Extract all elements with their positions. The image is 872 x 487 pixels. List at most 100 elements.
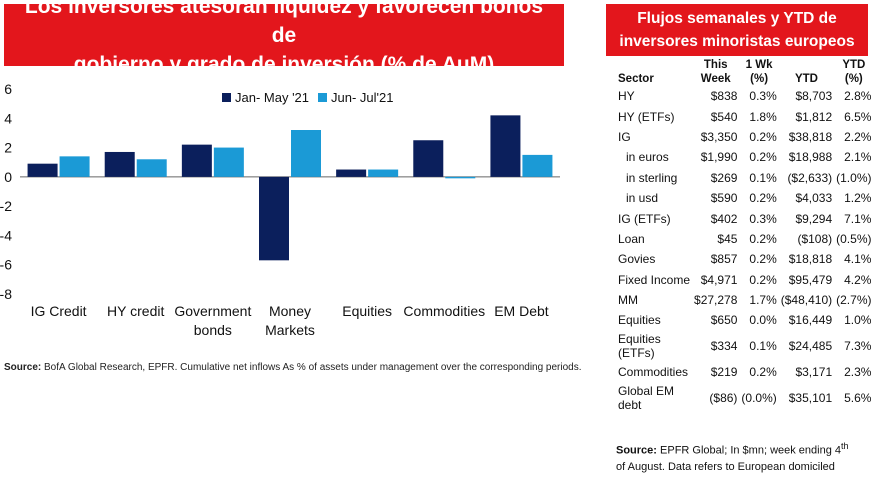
- cell-1wk-pct: 0.1%: [749, 170, 777, 185]
- table-source-label: Source:: [616, 444, 657, 457]
- chart-source-label: Source:: [4, 362, 42, 373]
- cell-this-week: $219: [710, 364, 738, 379]
- chart-source-note: Source: BofA Global Research, EPFR. Cumu…: [4, 362, 582, 373]
- x-category-label: Markets: [265, 322, 315, 338]
- cell-sector-line: Govies: [618, 252, 656, 267]
- cell-ytd-pct: 6.5%: [844, 109, 872, 124]
- legend-label-jan-may: Jan- May '21: [235, 90, 309, 105]
- cell-sector: in euros: [614, 147, 692, 167]
- cell-this-week: $540: [710, 109, 738, 124]
- cell-ytd-pct: 7.1%: [844, 211, 872, 226]
- y-tick-label: 2: [4, 140, 12, 156]
- cell-this-week: $27,278: [694, 293, 738, 308]
- table-row: IG (ETFs) $402 0.3% $9,294 7.1%: [614, 208, 872, 228]
- x-category-label: Commodities: [403, 303, 485, 319]
- cell-ytd-pct: (1.0%): [836, 170, 872, 185]
- cell-ytd-pct: (2.7%): [836, 293, 872, 308]
- table-title-banner: Flujos semanales y YTD de inversores min…: [606, 4, 868, 56]
- table-row: MM $27,278 1.7% ($48,410) (2.7%): [614, 290, 872, 310]
- y-tick-label: -6: [0, 257, 12, 273]
- y-tick-label: -4: [0, 227, 12, 243]
- cell-1wk-pct: 0.2%: [749, 231, 777, 246]
- cell-1wk-pct: 0.2%: [749, 272, 777, 287]
- y-tick-label: -8: [0, 286, 12, 302]
- cell-1wk-pct: 0.2%: [749, 364, 777, 379]
- cell-ytd-pct: 1.2%: [844, 191, 872, 206]
- cell-ytd-pct: 4.1%: [844, 252, 872, 267]
- cell-sector: IG: [614, 127, 692, 147]
- cell-ytd-pct: 7.3%: [844, 339, 872, 354]
- cell-this-week: $857: [710, 252, 738, 267]
- cell-ytd: ($2,633): [787, 170, 833, 185]
- cell-ytd: $95,479: [788, 272, 833, 287]
- x-category-label: bonds: [194, 322, 232, 338]
- cell-ytd: $1,812: [795, 109, 833, 124]
- x-category-label: HY credit: [107, 303, 164, 319]
- cell-sector-line: Fixed Income: [618, 272, 691, 287]
- bar-jan-may: [336, 169, 367, 177]
- x-category-label: Government: [174, 303, 251, 319]
- cell-sector: Loan: [614, 229, 692, 249]
- cell-this-week: $402: [710, 211, 738, 226]
- cell-sector-line: Equities: [618, 313, 661, 328]
- bar-jun-jul: [59, 156, 90, 177]
- cell-ytd-pct: 4.2%: [844, 272, 872, 287]
- cell-sector-line: Global EM: [618, 383, 675, 398]
- cell-1wk-pct: (0.0%): [741, 390, 777, 405]
- bar-jun-jul: [291, 130, 321, 177]
- cell-ytd: ($108): [797, 231, 833, 246]
- cell-sector: HY: [614, 86, 692, 106]
- table-row: Equities $650 0.0% $16,449 1.0%: [614, 310, 872, 330]
- cell-ytd: $35,101: [788, 390, 833, 405]
- bar-chart: 6 4 2 0 -2 -4 -6 -8 IG Credit HY credit Government…: [0, 81, 560, 338]
- cell-ytd-pct: 1.0%: [844, 313, 872, 328]
- cell-sector-line: IG: [618, 129, 631, 144]
- cell-sector-line: Equities: [618, 332, 661, 347]
- chart-title-line1: Los inversores atesoran liquidez y favor…: [24, 0, 544, 47]
- table-title-line1: Flujos semanales y YTD de: [637, 10, 837, 27]
- table-source-sup: th: [841, 441, 849, 451]
- cell-this-week: $650: [710, 313, 738, 328]
- cell-ytd: $18,818: [788, 252, 833, 267]
- table-header-row: Sector This Week 1 Wk (%) YTD YTD (%): [614, 58, 872, 86]
- cell-this-week: $838: [710, 89, 738, 104]
- table-row: Global EM debt ($86) (0.0%) $35,101 5.6%: [614, 382, 872, 413]
- cell-1wk-pct: 0.2%: [749, 150, 777, 165]
- y-tick-label: 6: [4, 81, 12, 97]
- cell-ytd: $9,294: [795, 211, 833, 226]
- legend-swatch-jan-may: [222, 93, 231, 102]
- x-category-label: Equities: [342, 303, 392, 319]
- header-sector: Sector: [618, 73, 654, 85]
- x-category-label: EM Debt: [494, 303, 549, 319]
- cell-1wk-pct: 1.8%: [749, 109, 777, 124]
- header-this-week: This Week: [692, 58, 739, 86]
- cell-this-week: $45: [717, 231, 738, 246]
- table-title-line2: inversores minoristas europeos: [619, 33, 855, 50]
- cell-sector-line: MM: [618, 293, 638, 308]
- cell-sector: Equities (ETFs): [614, 331, 692, 362]
- table-row: HY (ETFs) $540 1.8% $1,812 6.5%: [614, 106, 872, 126]
- cell-1wk-pct: 1.7%: [749, 293, 777, 308]
- cell-sector: Govies: [614, 249, 692, 269]
- cell-1wk-pct: 0.2%: [749, 252, 777, 267]
- bar-jun-jul: [522, 154, 553, 177]
- cell-1wk-pct: 0.3%: [749, 89, 777, 104]
- chart-title-line2: gobierno y grado de inversión (% de AuM): [73, 52, 495, 76]
- cell-ytd-pct: 2.3%: [844, 364, 872, 379]
- chart-source-text: BofA Global Research, EPFR. Cumulative n…: [41, 362, 582, 373]
- cell-sector: in usd: [614, 188, 692, 208]
- cell-ytd-pct: 2.2%: [844, 129, 872, 144]
- cell-sector-line: HY: [618, 89, 635, 104]
- table-row: IG $3,350 0.2% $38,818 2.2%: [614, 127, 872, 147]
- cell-sector: HY (ETFs): [614, 106, 692, 126]
- cell-this-week: $3,350: [700, 129, 738, 144]
- cell-sector: Commodities: [614, 362, 692, 382]
- cell-sector-line: HY (ETFs): [618, 109, 675, 124]
- cell-sector: IG (ETFs): [614, 208, 692, 228]
- cell-ytd: $3,171: [795, 364, 833, 379]
- header-ytd-pct: YTD (%): [834, 58, 872, 86]
- cell-sector-line: (ETFs): [618, 346, 655, 361]
- table-row: Loan $45 0.2% ($108) (0.5%): [614, 229, 872, 249]
- header-ytd-line1: YTD: [794, 73, 818, 85]
- cell-ytd: $18,988: [788, 150, 833, 165]
